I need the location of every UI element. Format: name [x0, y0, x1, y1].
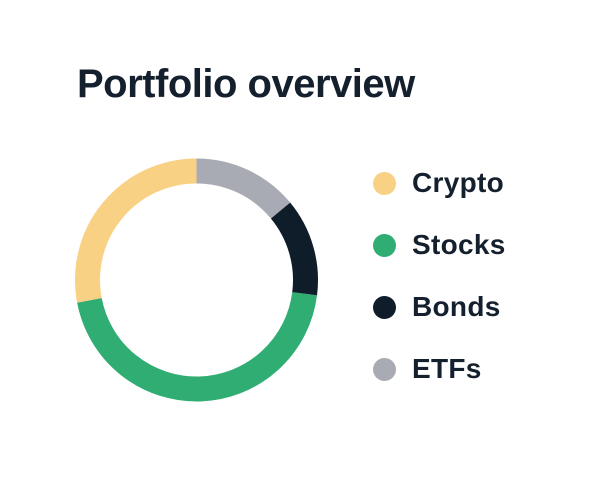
legend-swatch-bonds-icon [373, 295, 396, 319]
donut-segment-etfs [196, 158, 291, 219]
legend-item-etfs: ETFs [373, 349, 506, 389]
donut-segment-crypto [75, 158, 197, 303]
donut-segments [75, 158, 318, 402]
legend-swatch-stocks-icon [373, 233, 396, 257]
donut-segment-stocks [77, 291, 318, 402]
legend-label-stocks: Stocks [412, 229, 506, 260]
chart-legend: Crypto Stocks Bonds ETFs [373, 163, 506, 389]
page-title: Portfolio overview [77, 62, 415, 106]
legend-label-crypto: Crypto [412, 167, 505, 198]
legend-label-bonds: Bonds [412, 291, 501, 322]
legend-swatch-crypto-icon [373, 171, 396, 195]
legend-item-bonds: Bonds [373, 287, 506, 327]
legend-item-crypto: Crypto [373, 163, 506, 203]
donut-segment-bonds [270, 202, 318, 296]
legend-label-etfs: ETFs [412, 353, 482, 384]
legend-swatch-etfs-icon [373, 357, 396, 381]
legend-item-stocks: Stocks [373, 225, 506, 265]
